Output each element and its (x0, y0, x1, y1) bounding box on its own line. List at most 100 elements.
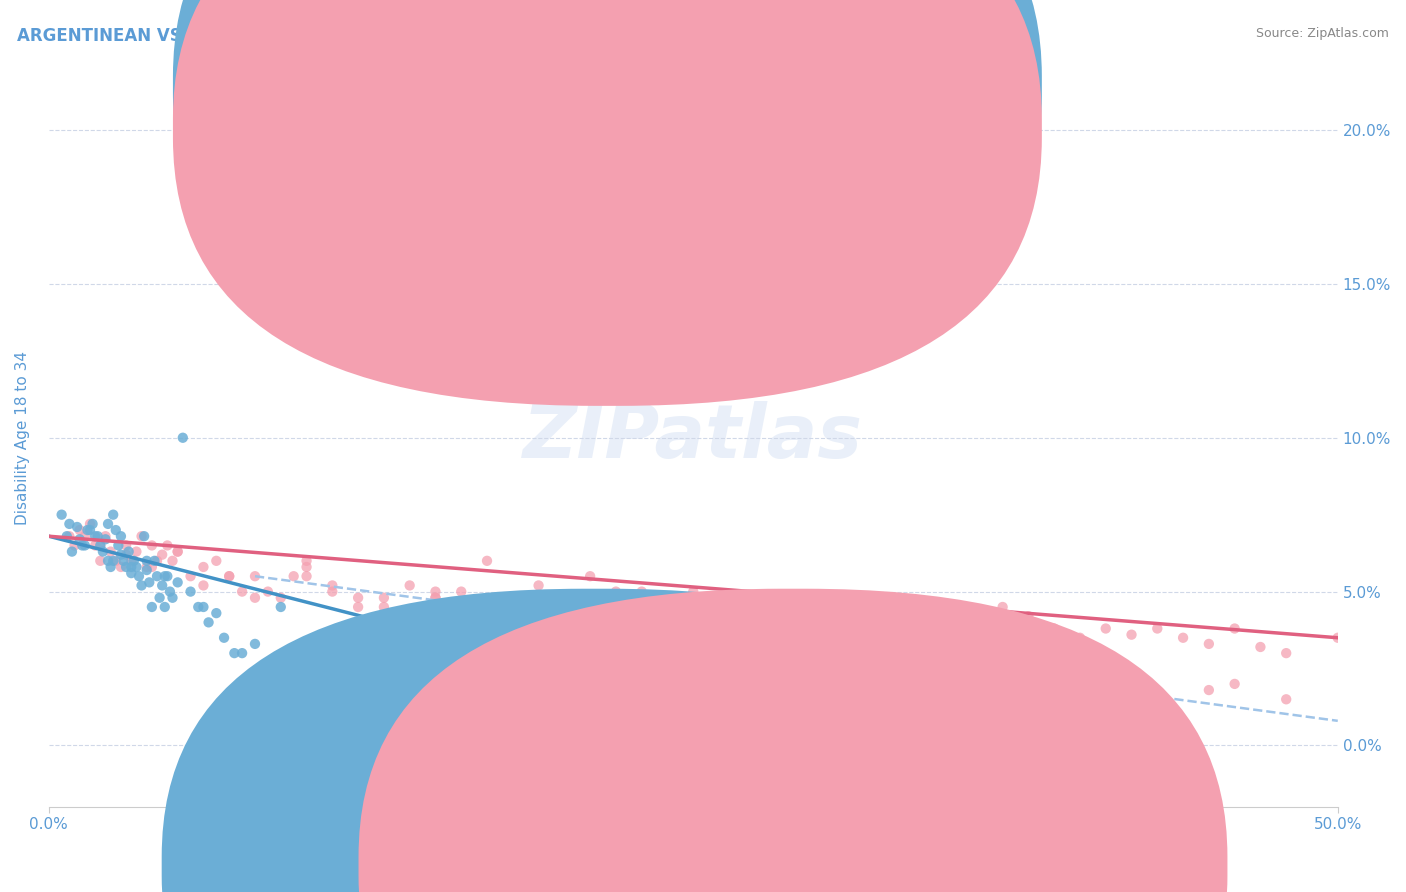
Point (166, 544, 188, 558)
Point (146, 569, 169, 583)
Point (425, 584, 447, 599)
Point (811, 591, 834, 605)
Point (707, 599, 730, 614)
Point (205, 606, 228, 620)
Point (84, 538, 107, 552)
Point (84, 529, 107, 543)
Point (180, 584, 202, 599)
Point (1198, 637, 1220, 651)
Point (295, 677, 318, 691)
Point (212, 631, 235, 645)
Point (579, 569, 602, 583)
Point (180, 569, 202, 583)
Point (156, 538, 179, 552)
Point (605, 584, 627, 599)
Point (115, 548, 138, 562)
Point (373, 591, 395, 605)
Point (89, 538, 111, 552)
Point (1121, 628, 1143, 642)
Point (110, 529, 132, 543)
Point (131, 578, 153, 592)
Point (141, 599, 163, 614)
Point (125, 544, 148, 558)
Point (630, 584, 652, 599)
Point (150, 548, 173, 562)
Point (107, 538, 129, 552)
Point (398, 578, 420, 592)
Point (97, 554, 120, 568)
Point (1069, 661, 1091, 675)
Point (502, 599, 524, 614)
Point (166, 575, 188, 590)
Point (257, 584, 280, 599)
Point (97, 516, 120, 531)
Point (295, 569, 318, 583)
Point (475, 554, 498, 568)
Point (837, 609, 859, 624)
Point (553, 599, 575, 614)
Point (231, 584, 253, 599)
Point (153, 569, 176, 583)
Point (889, 599, 911, 614)
Point (373, 599, 395, 614)
Point (141, 538, 163, 552)
Point (159, 584, 181, 599)
Point (966, 615, 988, 630)
Point (759, 671, 782, 685)
Point (100, 544, 122, 558)
Point (1069, 631, 1091, 645)
Point (1017, 609, 1039, 624)
Point (243, 591, 266, 605)
Point (450, 622, 472, 636)
Point (73, 538, 96, 552)
Point (51, 508, 73, 522)
Point (187, 599, 209, 614)
Point (657, 652, 679, 666)
Point (224, 646, 246, 660)
Point (734, 591, 756, 605)
Point (553, 591, 575, 605)
Point (270, 599, 292, 614)
Point (939, 652, 962, 666)
Point (63, 538, 86, 552)
Point (682, 631, 704, 645)
Point (135, 554, 157, 568)
Point (79, 523, 101, 537)
Point (502, 631, 524, 645)
Point (682, 622, 704, 636)
Point (193, 599, 215, 614)
Point (347, 661, 370, 675)
Point (135, 563, 157, 577)
Point (218, 569, 240, 583)
Point (104, 523, 127, 537)
Point (553, 591, 575, 605)
Point (122, 554, 145, 568)
Point (939, 652, 962, 666)
Point (243, 637, 266, 651)
Point (89, 554, 111, 568)
Point (82, 516, 104, 531)
Point (60, 544, 83, 558)
Point (862, 609, 884, 624)
Point (682, 584, 704, 599)
Point (69, 533, 91, 547)
Point (425, 591, 447, 605)
Point (110, 548, 132, 562)
Point (1171, 714, 1194, 728)
Point (475, 599, 498, 614)
Point (128, 569, 150, 583)
Point (1275, 646, 1298, 660)
Point (450, 584, 472, 599)
Point (991, 599, 1014, 614)
Point (966, 692, 988, 706)
Point (138, 575, 160, 590)
Point (193, 578, 215, 592)
Point (1146, 622, 1168, 636)
Point (1275, 692, 1298, 706)
Point (76, 523, 98, 537)
Point (115, 538, 138, 552)
Point (270, 591, 292, 605)
Point (166, 544, 188, 558)
Point (347, 599, 370, 614)
Point (94, 533, 117, 547)
